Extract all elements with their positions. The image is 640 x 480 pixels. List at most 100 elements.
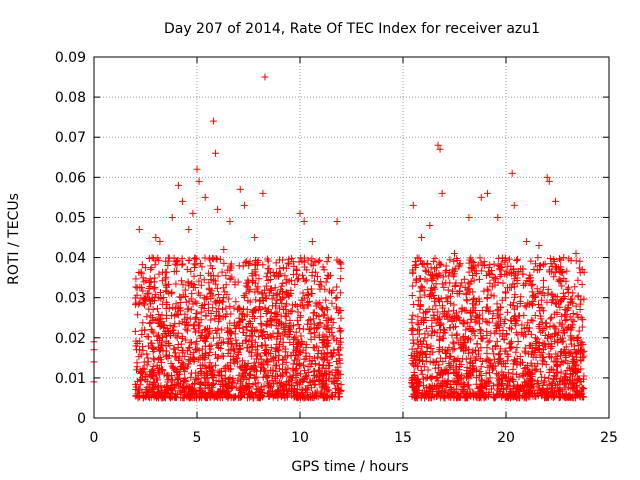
x-tick-label: 10 — [291, 430, 309, 446]
data-point — [337, 314, 345, 322]
data-point — [329, 287, 337, 295]
data-point — [162, 383, 170, 391]
data-point — [315, 366, 323, 374]
data-point — [255, 333, 263, 341]
data-point — [190, 321, 198, 329]
data-point — [283, 369, 291, 377]
data-point — [255, 275, 263, 283]
data-point — [138, 389, 146, 397]
data-point — [161, 268, 169, 276]
data-point — [271, 391, 279, 399]
data-point — [168, 376, 176, 384]
data-point — [306, 379, 314, 387]
data-point — [239, 324, 247, 332]
data-point — [276, 265, 284, 273]
data-point — [214, 340, 222, 348]
data-point — [291, 281, 299, 289]
data-point — [215, 299, 223, 307]
data-point — [297, 370, 305, 378]
data-point — [200, 276, 208, 284]
data-point — [143, 361, 151, 369]
data-point — [302, 355, 310, 363]
data-point — [187, 373, 195, 381]
data-point — [257, 326, 265, 334]
data-point — [144, 358, 152, 366]
chart-title: Day 207 of 2014, Rate Of TEC Index for r… — [164, 21, 540, 37]
data-point — [204, 330, 212, 338]
data-point — [236, 363, 244, 371]
data-point — [201, 362, 209, 370]
data-point — [267, 344, 275, 352]
data-point — [306, 353, 314, 361]
data-point — [216, 312, 224, 320]
data-point — [242, 289, 250, 297]
data-point — [304, 382, 312, 390]
data-point — [252, 296, 260, 304]
data-point — [184, 278, 192, 286]
data-point — [190, 356, 198, 364]
data-point — [335, 340, 343, 348]
data-point — [179, 291, 187, 299]
data-point — [281, 272, 289, 280]
data-point — [277, 312, 285, 320]
data-point — [260, 367, 268, 375]
data-point — [186, 350, 194, 358]
data-point — [142, 264, 150, 272]
data-point — [228, 273, 236, 281]
data-point — [235, 324, 243, 332]
data-point — [181, 387, 189, 395]
data-point — [214, 353, 222, 361]
data-point — [148, 327, 156, 335]
data-point — [251, 391, 259, 399]
data-point — [262, 309, 270, 317]
data-point — [304, 291, 312, 299]
data-point — [246, 258, 254, 266]
data-point — [316, 285, 324, 293]
grid-lines — [94, 57, 609, 418]
data-point — [140, 365, 148, 373]
data-point — [280, 293, 288, 301]
data-point — [208, 287, 216, 295]
data-point — [335, 356, 343, 364]
data-point — [334, 346, 342, 354]
y-tick-label: 0.09 — [55, 50, 86, 66]
data-point — [314, 393, 322, 401]
data-point — [228, 383, 236, 391]
y-tick-label: 0.04 — [55, 251, 86, 267]
data-point — [323, 333, 331, 341]
data-point — [282, 264, 290, 272]
data-point — [181, 352, 189, 360]
data-point — [304, 256, 312, 264]
data-point — [336, 289, 344, 297]
data-point — [257, 319, 265, 327]
data-point — [273, 380, 281, 388]
y-tick-label: 0.01 — [55, 371, 86, 387]
data-point — [138, 330, 146, 338]
y-tick-label: 0 — [77, 411, 86, 427]
data-point — [335, 350, 343, 358]
data-point — [139, 319, 147, 327]
data-point — [216, 255, 224, 263]
data-point — [162, 304, 170, 312]
data-point — [214, 284, 222, 292]
data-point — [268, 333, 276, 341]
data-point — [211, 315, 219, 323]
data-point — [298, 296, 306, 304]
data-point — [239, 262, 247, 270]
data-point — [321, 382, 329, 390]
data-point — [151, 261, 159, 269]
data-point — [171, 312, 179, 320]
y-tick-label: 0.05 — [55, 210, 86, 226]
data-point — [307, 260, 315, 268]
data-point — [176, 387, 184, 395]
data-point — [191, 328, 199, 336]
data-point — [254, 288, 262, 296]
data-point — [294, 320, 302, 328]
data-point — [227, 365, 235, 373]
data-point — [284, 259, 292, 267]
data-point — [323, 258, 331, 266]
data-point — [190, 355, 198, 363]
data-point — [209, 366, 217, 374]
data-point — [218, 339, 226, 347]
data-point — [246, 332, 254, 340]
